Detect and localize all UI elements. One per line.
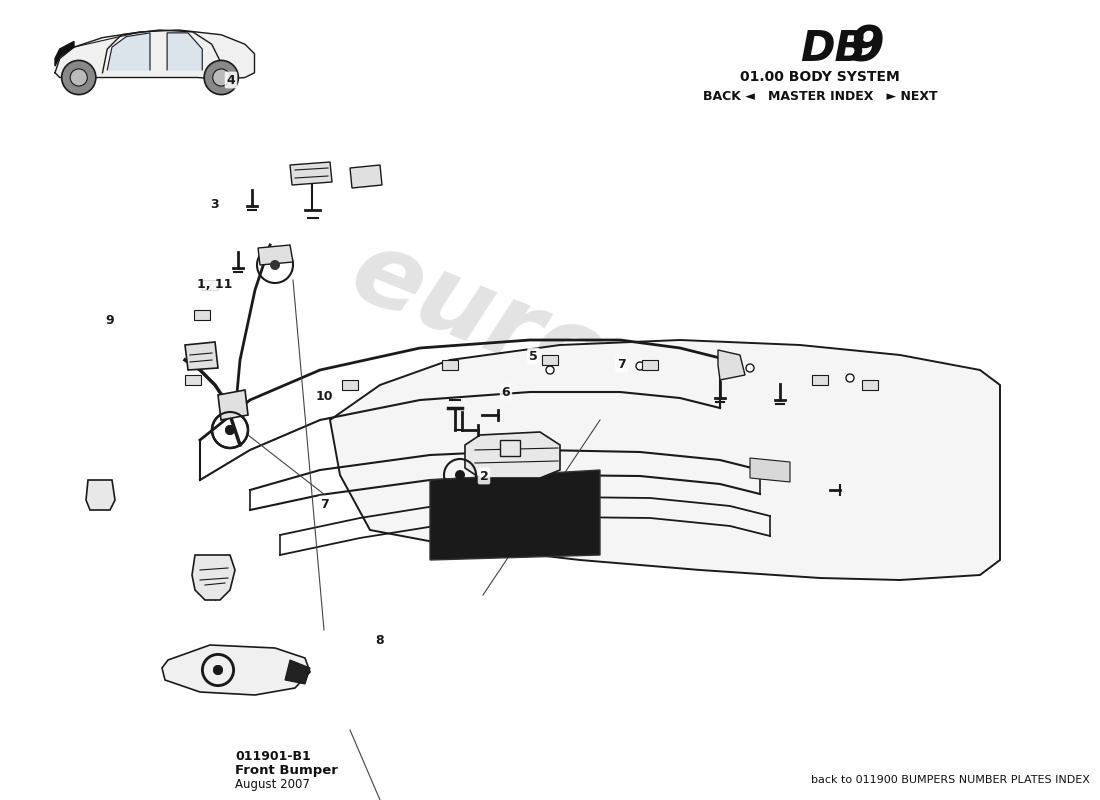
Circle shape [546, 366, 554, 374]
Text: eurospares: eurospares [336, 220, 985, 560]
Circle shape [636, 362, 644, 370]
Text: back to 011900 BUMPERS NUMBER PLATES INDEX: back to 011900 BUMPERS NUMBER PLATES IND… [811, 775, 1090, 785]
Polygon shape [465, 432, 560, 478]
Circle shape [205, 60, 239, 94]
Circle shape [226, 425, 235, 435]
Polygon shape [202, 280, 218, 290]
Text: 8: 8 [375, 634, 384, 646]
Circle shape [70, 69, 87, 86]
Circle shape [62, 60, 96, 94]
Text: 10: 10 [316, 390, 333, 402]
Text: BACK ◄   MASTER INDEX   ► NEXT: BACK ◄ MASTER INDEX ► NEXT [703, 90, 937, 103]
Polygon shape [194, 310, 210, 320]
Circle shape [455, 470, 465, 480]
Text: 1, 11: 1, 11 [197, 278, 232, 290]
Polygon shape [55, 42, 74, 66]
Circle shape [846, 374, 854, 382]
Circle shape [213, 665, 223, 675]
Polygon shape [642, 360, 658, 370]
Text: 2: 2 [480, 470, 488, 482]
Polygon shape [862, 380, 878, 390]
Circle shape [575, 505, 585, 515]
Text: 3: 3 [210, 198, 219, 210]
Text: 9: 9 [106, 314, 114, 326]
Polygon shape [430, 470, 600, 560]
Polygon shape [185, 375, 201, 385]
Text: a passion for parts since 1985: a passion for parts since 1985 [510, 403, 890, 577]
Text: 7: 7 [617, 358, 626, 370]
Polygon shape [812, 375, 828, 385]
Polygon shape [108, 33, 150, 70]
Polygon shape [55, 30, 254, 79]
Polygon shape [285, 660, 310, 684]
Polygon shape [185, 342, 218, 370]
Circle shape [212, 69, 230, 86]
Polygon shape [86, 480, 116, 510]
Polygon shape [350, 165, 382, 188]
Polygon shape [500, 440, 520, 456]
Text: 6: 6 [502, 386, 510, 398]
Polygon shape [218, 390, 248, 420]
Circle shape [270, 260, 280, 270]
Text: 9: 9 [850, 24, 884, 72]
Polygon shape [750, 458, 790, 482]
Text: 5: 5 [529, 350, 538, 362]
Text: 4: 4 [227, 74, 235, 86]
Text: 01.00 BODY SYSTEM: 01.00 BODY SYSTEM [740, 70, 900, 84]
Circle shape [226, 425, 235, 435]
Polygon shape [330, 340, 1000, 580]
Text: August 2007: August 2007 [235, 778, 310, 791]
Text: DB: DB [800, 28, 867, 70]
Circle shape [746, 364, 754, 372]
Polygon shape [718, 350, 745, 380]
Polygon shape [192, 555, 235, 600]
Text: 011901-B1: 011901-B1 [235, 750, 310, 763]
Polygon shape [162, 645, 310, 695]
Polygon shape [342, 380, 358, 390]
Polygon shape [442, 360, 458, 370]
Circle shape [495, 505, 505, 515]
Polygon shape [167, 33, 202, 70]
Text: Front Bumper: Front Bumper [235, 764, 338, 777]
Polygon shape [258, 245, 293, 265]
Text: 7: 7 [320, 498, 329, 510]
Polygon shape [290, 162, 332, 185]
Circle shape [213, 665, 223, 675]
Polygon shape [542, 355, 558, 365]
